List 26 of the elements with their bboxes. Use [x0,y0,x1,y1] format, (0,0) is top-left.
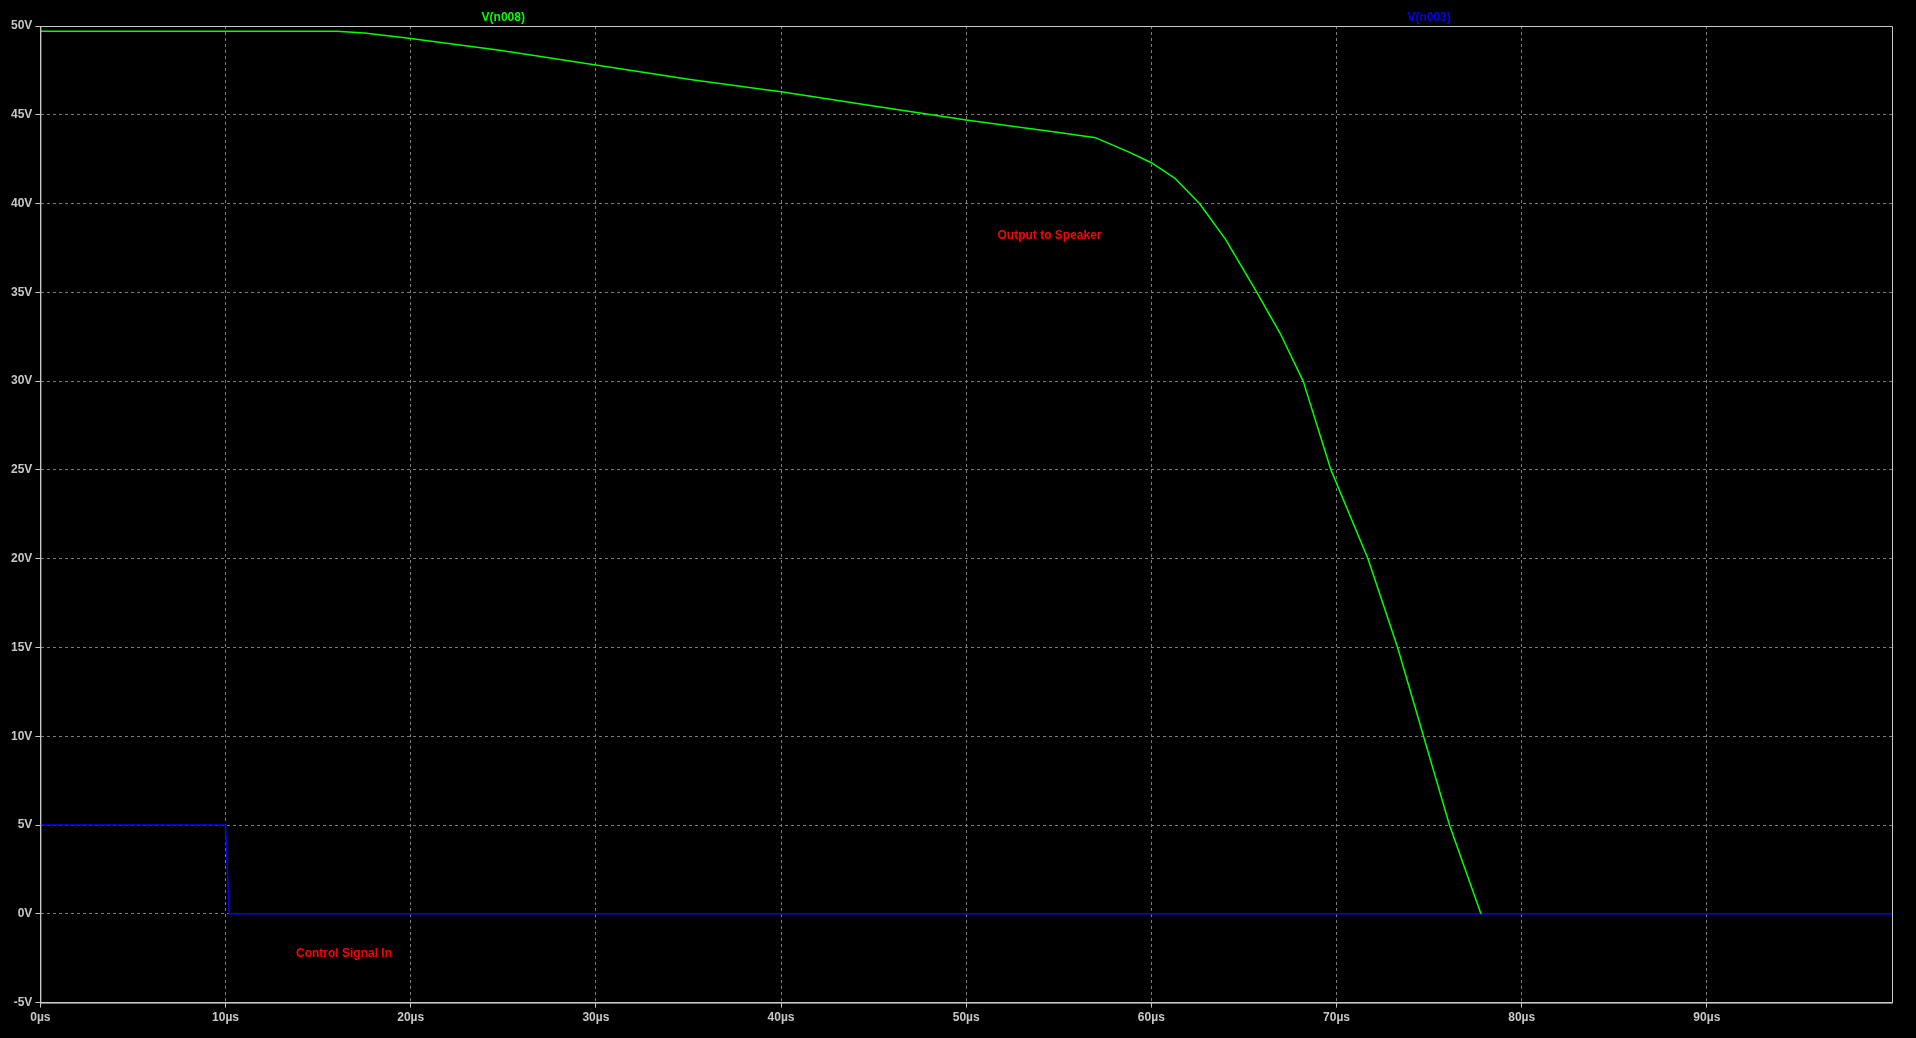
x-tick-label: 20µs [397,1010,425,1025]
y-tick-label: 50V [10,18,33,33]
x-tick-label: 60µs [1137,1010,1166,1025]
y-tick-label: 10V [10,728,33,743]
y-tick-label: 15V [10,639,33,654]
y-tick-label: 20V [10,551,33,565]
y-tick-label: -5V [13,994,33,1009]
x-tick-label: 50µs [952,1010,980,1025]
x-tick-label: 90µs [1693,1010,1721,1025]
text: V(n003) [1407,10,1451,25]
y-tick-label: 30V [10,373,33,388]
y-tick-label: 25V [10,462,33,477]
x-tick-label: 70µs [1323,1010,1351,1025]
y-tick-label: 0V [17,906,33,921]
y-tick-label: 5V [17,817,33,832]
x-tick-label: 10µs [212,1010,240,1025]
x-tick-label: 80µs [1508,1010,1536,1025]
y-tick-label: 35V [10,284,33,299]
y-tick-label: 45V [10,107,33,122]
series-label: V(n008) [481,10,525,25]
annotation: Output to Speaker [997,228,1102,243]
y-tick-label: 40V [10,195,33,210]
annotation: Control Signal In [296,946,393,961]
x-tick-label: 40µs [767,1010,795,1025]
x-tick-label: 30µs [582,1010,610,1025]
x-tick-label: 0µs [30,1010,51,1025]
